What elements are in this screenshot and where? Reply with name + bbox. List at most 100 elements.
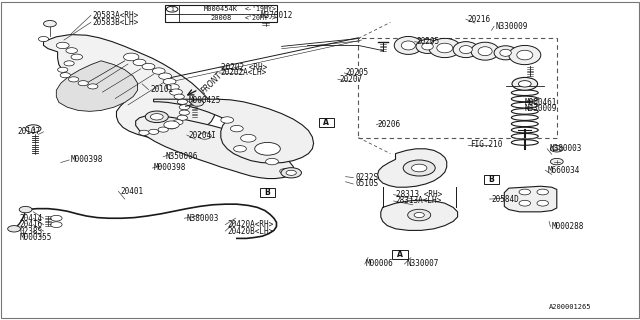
Text: M00006: M00006 (366, 260, 394, 268)
Circle shape (145, 111, 168, 123)
Ellipse shape (401, 41, 415, 50)
Circle shape (166, 84, 179, 90)
Circle shape (403, 160, 435, 176)
Text: 20205: 20205 (346, 68, 369, 77)
Circle shape (142, 63, 155, 70)
Circle shape (71, 54, 83, 60)
Circle shape (198, 133, 211, 139)
Text: M660034: M660034 (547, 166, 580, 175)
Ellipse shape (453, 42, 479, 58)
Circle shape (163, 78, 176, 85)
Circle shape (286, 170, 296, 175)
Circle shape (179, 105, 189, 110)
Text: 20204I: 20204I (189, 131, 216, 140)
Text: A: A (323, 118, 330, 127)
Text: FIG.210: FIG.210 (470, 140, 503, 149)
Circle shape (68, 77, 79, 82)
Text: N330009: N330009 (496, 22, 529, 31)
Circle shape (537, 200, 548, 206)
Text: 20207: 20207 (339, 75, 362, 84)
Bar (319, 118, 334, 127)
Circle shape (19, 206, 32, 213)
Text: 0238S: 0238S (19, 227, 42, 236)
Text: M000454K: M000454K (204, 6, 238, 12)
Ellipse shape (429, 38, 461, 58)
Circle shape (281, 168, 301, 178)
Circle shape (412, 164, 427, 172)
Polygon shape (381, 200, 458, 230)
Text: <'20MY->: <'20MY-> (244, 15, 276, 21)
Ellipse shape (500, 49, 511, 56)
Circle shape (280, 169, 290, 174)
Polygon shape (378, 149, 447, 187)
Polygon shape (44, 35, 214, 138)
Circle shape (537, 189, 548, 195)
Text: 20420B<LH>: 20420B<LH> (227, 227, 273, 236)
Circle shape (78, 81, 88, 86)
Circle shape (179, 110, 189, 115)
Ellipse shape (460, 46, 472, 53)
Circle shape (56, 42, 69, 49)
Text: FRONT: FRONT (200, 71, 225, 96)
Circle shape (8, 226, 20, 232)
Circle shape (234, 146, 246, 152)
Circle shape (519, 189, 531, 195)
Circle shape (64, 61, 74, 66)
Circle shape (166, 6, 178, 12)
Circle shape (124, 53, 139, 61)
Text: N330009: N330009 (525, 104, 557, 113)
Ellipse shape (416, 39, 439, 53)
Circle shape (518, 81, 531, 87)
Circle shape (177, 99, 188, 104)
Ellipse shape (494, 46, 517, 60)
Text: A: A (397, 250, 403, 259)
Circle shape (173, 120, 183, 125)
Text: 20206: 20206 (378, 120, 401, 129)
Polygon shape (154, 99, 314, 163)
Text: 20414: 20414 (19, 214, 42, 223)
Bar (260, 188, 275, 197)
Text: 1: 1 (31, 126, 35, 131)
Circle shape (148, 129, 159, 134)
Text: 20008: 20008 (211, 15, 232, 21)
Circle shape (158, 127, 168, 132)
Text: 20583B<LH>: 20583B<LH> (93, 18, 139, 27)
Circle shape (174, 94, 184, 99)
Circle shape (51, 215, 62, 221)
Text: 20101: 20101 (150, 85, 173, 94)
Circle shape (44, 20, 56, 27)
Text: N350006: N350006 (165, 152, 198, 161)
Circle shape (150, 114, 163, 120)
Text: M000355: M000355 (19, 233, 52, 242)
Circle shape (164, 121, 179, 129)
Text: 0232S: 0232S (355, 173, 378, 182)
Text: 20202A<LH>: 20202A<LH> (221, 68, 267, 77)
Text: 20420A<RH>: 20420A<RH> (227, 220, 273, 229)
Circle shape (152, 68, 165, 74)
Text: M000398: M000398 (154, 164, 186, 172)
Circle shape (88, 84, 98, 89)
Text: 0510S: 0510S (355, 180, 378, 188)
Bar (165, 5, 277, 22)
Circle shape (191, 100, 204, 106)
Polygon shape (504, 186, 557, 212)
Circle shape (266, 158, 278, 165)
Ellipse shape (478, 47, 492, 56)
Text: 20583A<RH>: 20583A<RH> (93, 11, 139, 20)
Text: N380003: N380003 (549, 144, 582, 153)
Circle shape (255, 142, 280, 155)
Ellipse shape (394, 36, 422, 54)
Text: 20216: 20216 (467, 15, 490, 24)
Bar (392, 250, 408, 259)
Ellipse shape (517, 50, 532, 60)
Text: 1: 1 (170, 7, 174, 12)
Circle shape (60, 73, 70, 78)
Text: 20401: 20401 (120, 187, 143, 196)
Circle shape (414, 212, 424, 218)
Circle shape (66, 48, 77, 53)
Text: B: B (265, 188, 270, 197)
Text: B: B (489, 175, 494, 184)
Circle shape (512, 77, 538, 90)
Text: 20416: 20416 (19, 220, 42, 229)
Text: 20205: 20205 (416, 37, 439, 46)
